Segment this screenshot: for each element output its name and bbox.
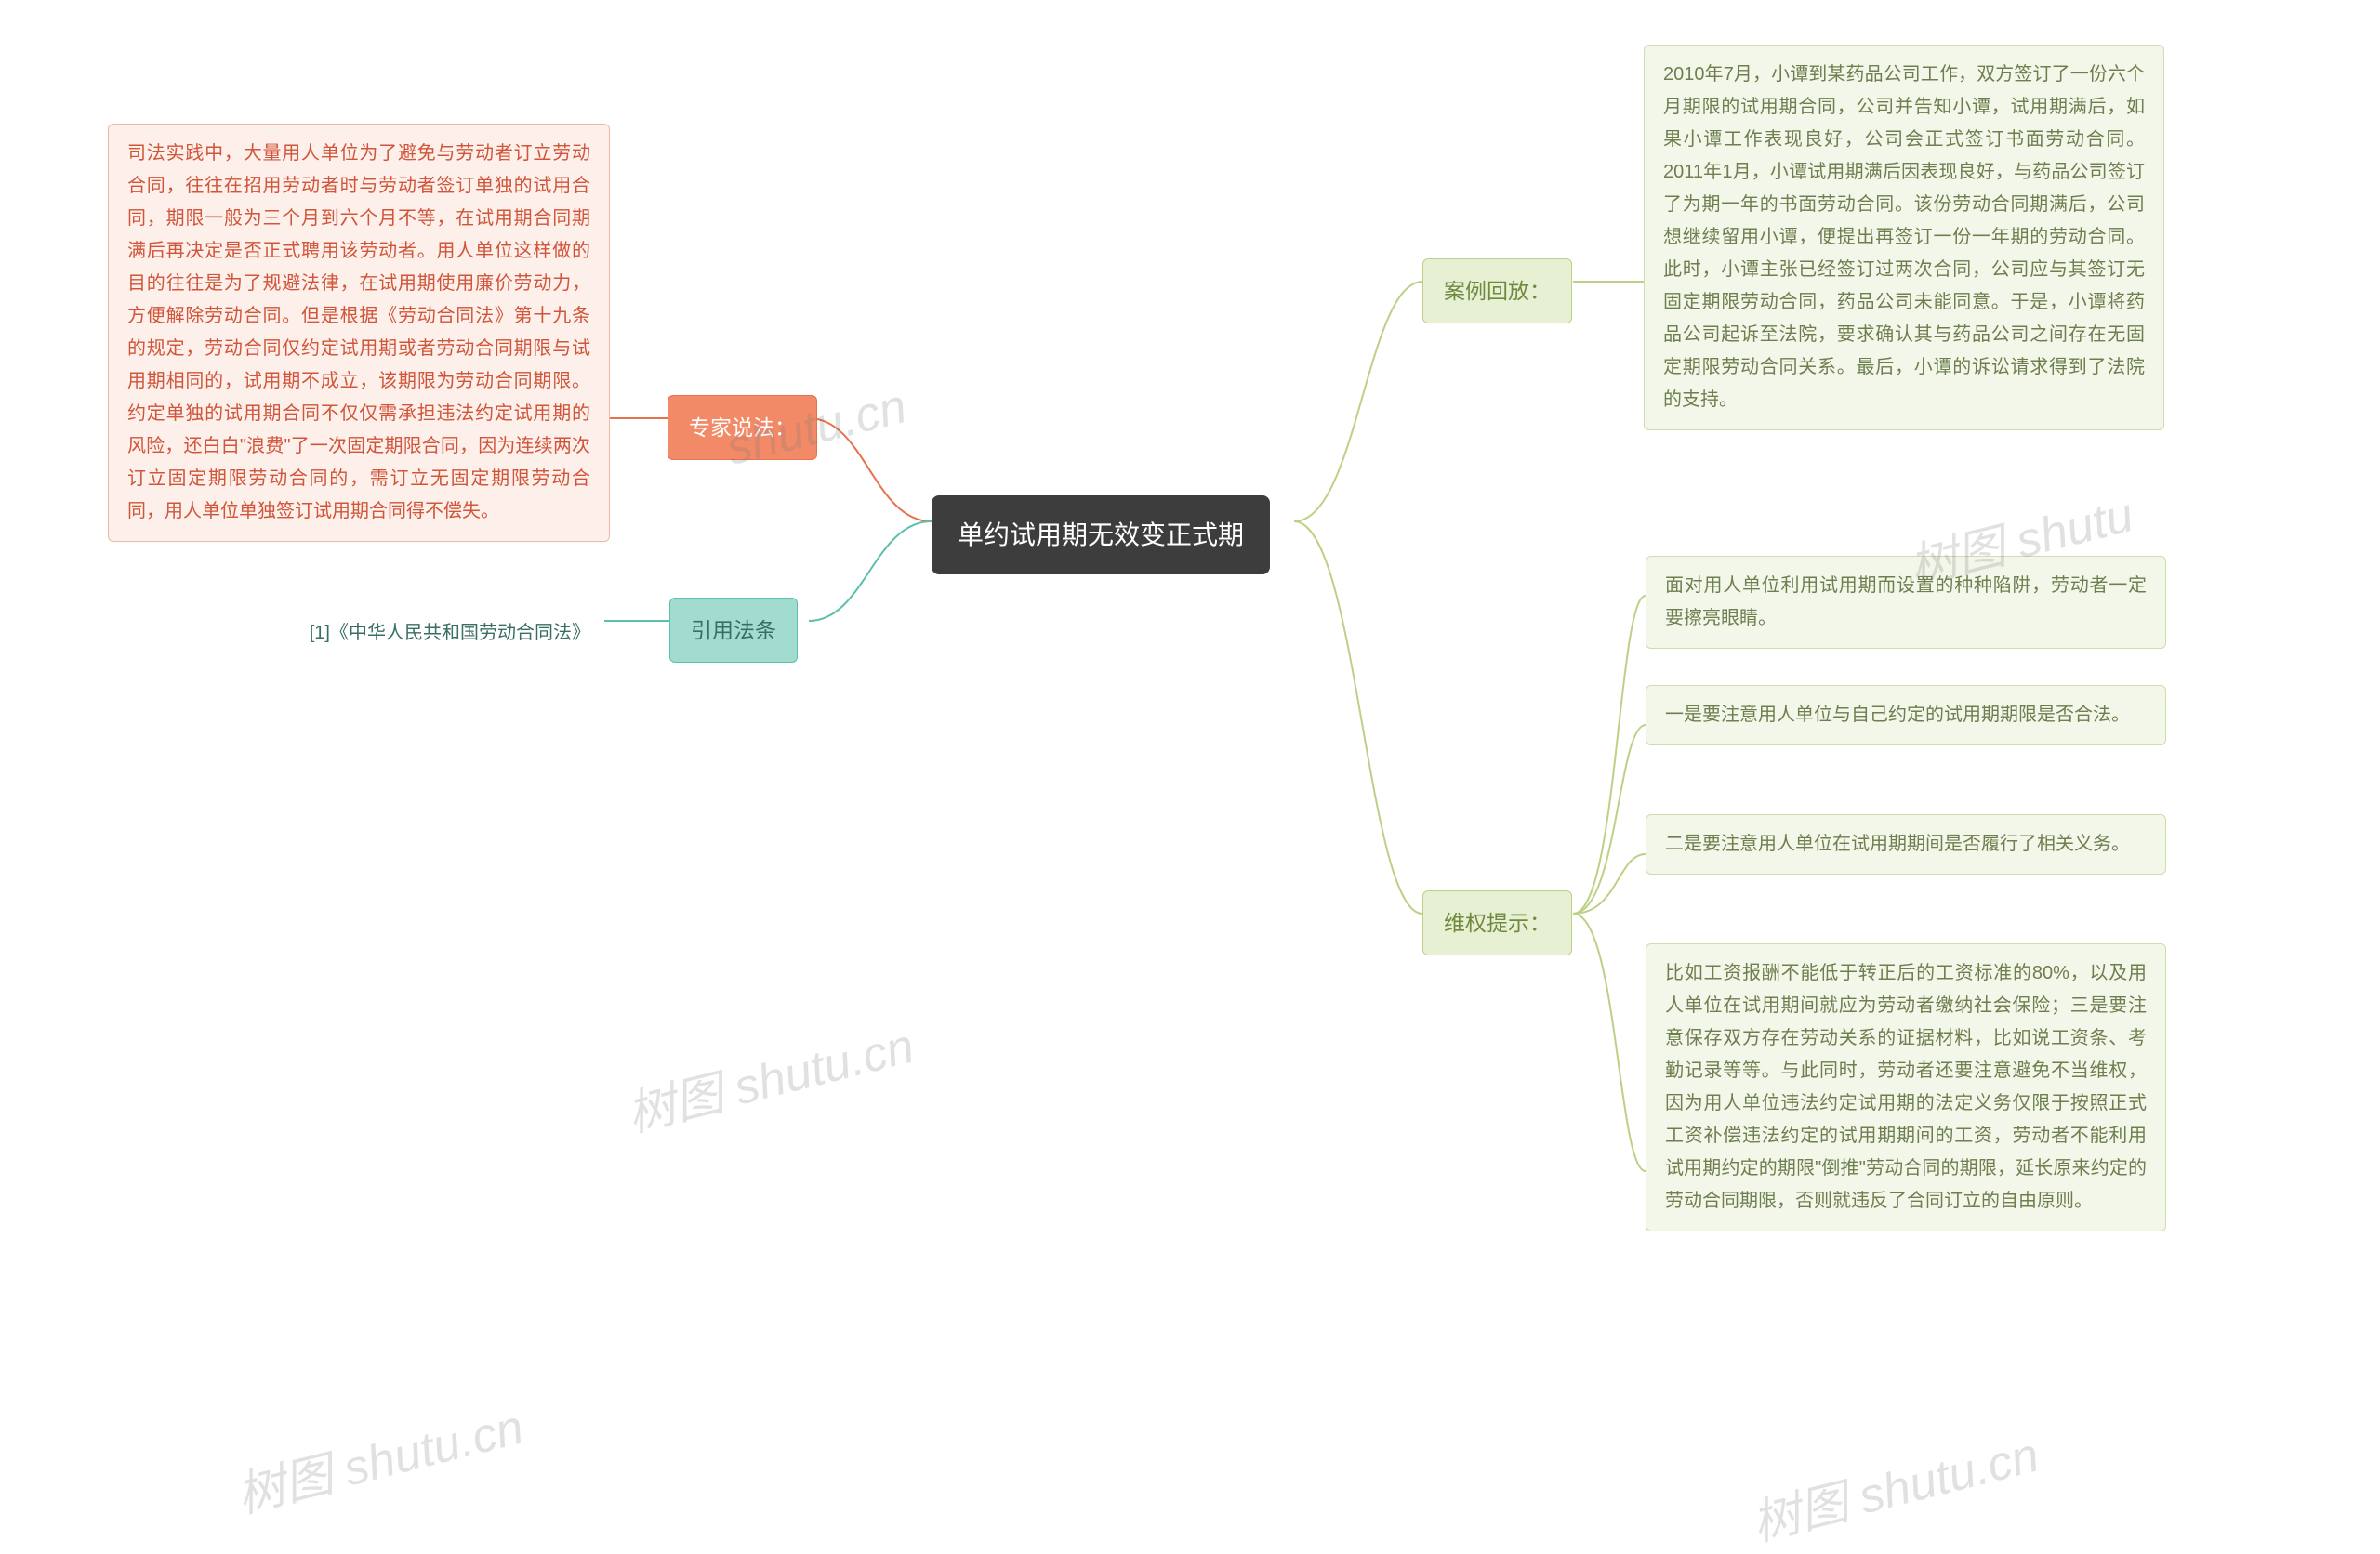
leaf-case-text: 2010年7月，小谭到某药品公司工作，双方签订了一份六个月期限的试用期合同，公司… [1663,64,2145,410]
leaf-tip2: 一是要注意用人单位与自己约定的试用期期限是否合法。 [1646,685,2166,745]
leaf-case-detail: 2010年7月，小谭到某药品公司工作，双方签订了一份六个月期限的试用期合同，公司… [1644,45,2164,430]
leaf-expert-text: 司法实践中，大量用人单位为了避免与劳动者订立劳动合同，往往在招用劳动者时与劳动者… [127,143,590,521]
leaf-tip4-text: 比如工资报酬不能低于转正后的工资标准的80%，以及用人单位在试用期间就应为劳动者… [1665,963,2147,1211]
branch-expert: 专家说法： [668,395,817,460]
center-label: 单约试用期无效变正式期 [958,520,1244,549]
leaf-tip3: 二是要注意用人单位在试用期期间是否履行了相关义务。 [1646,814,2166,875]
leaf-tip1: 面对用人单位利用试用期而设置的种种陷阱，劳动者一定要擦亮眼睛。 [1646,556,2166,649]
leaf-tip1-text: 面对用人单位利用试用期而设置的种种陷阱，劳动者一定要擦亮眼睛。 [1665,575,2147,628]
watermark: 树图 shutu.cn [1744,1416,2045,1554]
branch-case-label: 案例回放： [1444,279,1551,303]
branch-tip: 维权提示： [1422,890,1572,955]
branch-case: 案例回放： [1422,258,1572,323]
watermark: 树图 shutu.cn [619,1007,920,1145]
leaf-tip3-text: 二是要注意用人单位在试用期期间是否履行了相关义务。 [1665,834,2130,854]
leaf-tip2-text: 一是要注意用人单位与自己约定的试用期期限是否合法。 [1665,705,2130,725]
center-node: 单约试用期无效变正式期 [932,495,1270,574]
branch-expert-label: 专家说法： [689,415,796,440]
leaf-expert-detail: 司法实践中，大量用人单位为了避免与劳动者订立劳动合同，往往在招用劳动者时与劳动者… [108,124,610,542]
leaf-law-detail: [1]《中华人民共和国劳动合同法》 [232,604,609,663]
branch-law-label: 引用法条 [691,618,776,642]
watermark: 树图 shutu.cn [229,1388,530,1526]
leaf-tip4: 比如工资报酬不能低于转正后的工资标准的80%，以及用人单位在试用期间就应为劳动者… [1646,943,2166,1231]
branch-tip-label: 维权提示： [1444,911,1551,935]
leaf-law-text: [1]《中华人民共和国劳动合同法》 [310,623,590,643]
branch-law: 引用法条 [669,598,798,663]
